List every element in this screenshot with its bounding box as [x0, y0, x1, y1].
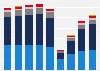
Bar	[36, 7, 43, 8]
Bar	[46, 9, 54, 11]
Bar	[78, 24, 85, 25]
Bar	[89, 20, 96, 24]
Bar	[25, 5, 33, 7]
Bar	[67, 41, 75, 54]
Bar	[78, 29, 85, 51]
Bar	[67, 35, 75, 36]
Bar	[15, 7, 22, 9]
Bar	[4, 17, 11, 45]
Bar	[15, 9, 22, 10]
Bar	[36, 45, 43, 70]
Bar	[57, 51, 64, 52]
Bar	[78, 21, 85, 24]
Bar	[15, 16, 22, 45]
Bar	[36, 14, 43, 45]
Bar	[25, 15, 33, 45]
Bar	[67, 38, 75, 41]
Bar	[46, 11, 54, 12]
Bar	[67, 36, 75, 37]
Bar	[67, 37, 75, 38]
Bar	[57, 50, 64, 51]
Bar	[89, 24, 96, 50]
Bar	[89, 16, 96, 18]
Bar	[57, 59, 64, 70]
Bar	[25, 9, 33, 15]
Bar	[15, 10, 22, 16]
Bar	[4, 8, 11, 10]
Bar	[4, 45, 11, 70]
Bar	[4, 12, 11, 17]
Bar	[89, 18, 96, 20]
Bar	[36, 8, 43, 14]
Bar	[57, 52, 64, 59]
Bar	[4, 10, 11, 12]
Bar	[67, 54, 75, 70]
Bar	[89, 15, 96, 16]
Bar	[78, 25, 85, 29]
Bar	[46, 18, 54, 47]
Bar	[78, 51, 85, 70]
Bar	[46, 47, 54, 70]
Bar	[46, 12, 54, 18]
Bar	[25, 45, 33, 70]
Bar	[89, 50, 96, 70]
Bar	[36, 4, 43, 7]
Bar	[25, 7, 33, 9]
Bar	[15, 6, 22, 7]
Bar	[15, 45, 22, 70]
